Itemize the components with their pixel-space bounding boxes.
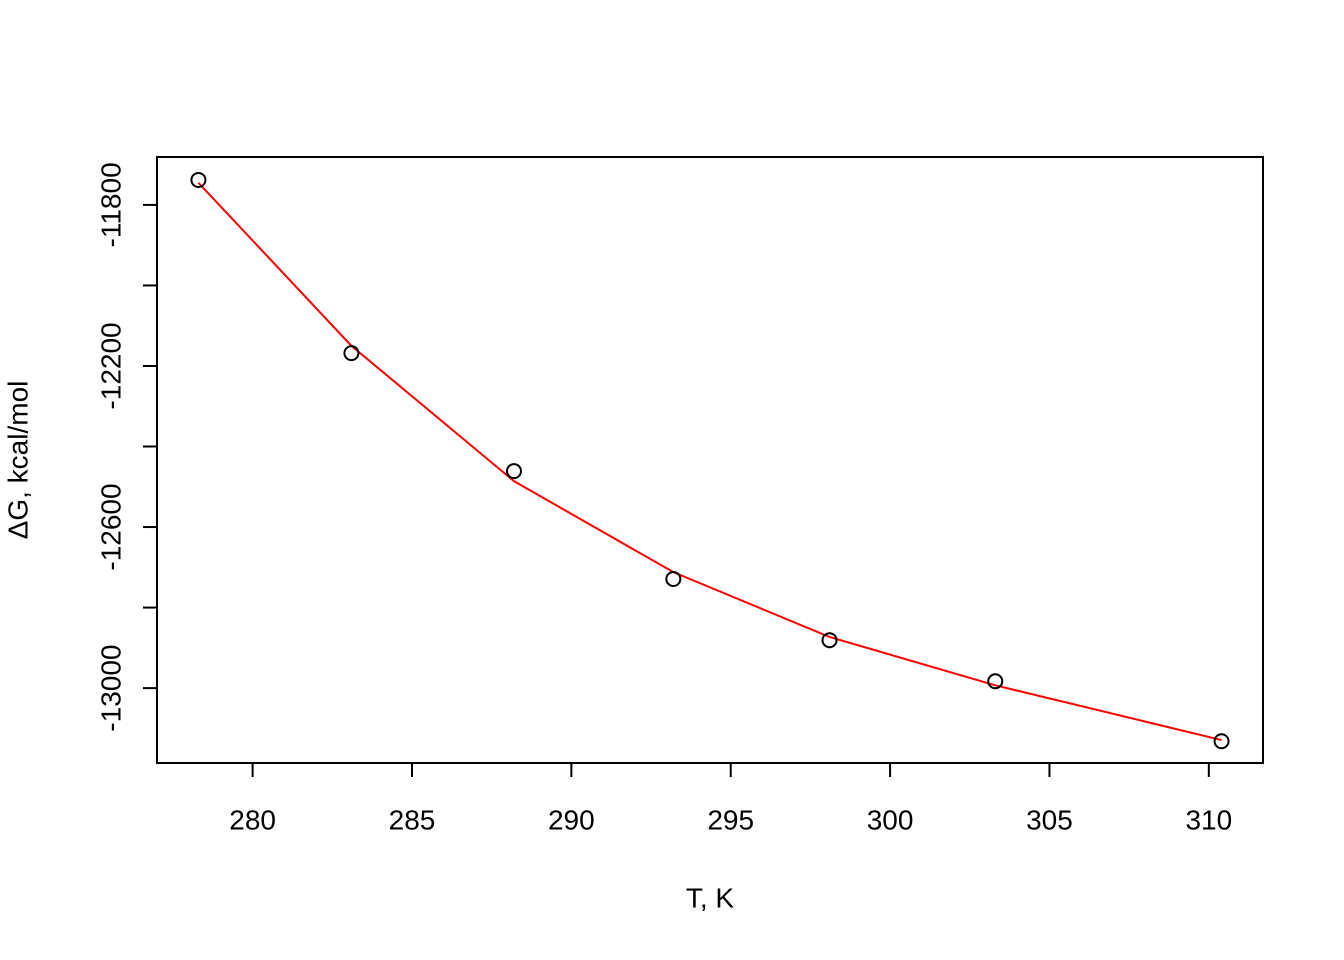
x-tick-label: 305 — [1026, 804, 1073, 835]
x-axis-label: T, K — [686, 882, 735, 913]
fit-line — [197, 182, 1222, 742]
x-tick-label: 310 — [1185, 804, 1232, 835]
y-axis-label: ΔG, kcal/mol — [2, 381, 33, 540]
plot-frame — [156, 156, 1264, 764]
point — [343, 345, 360, 362]
y-tick-label: -11800 — [95, 162, 126, 247]
x-tick-label: 280 — [229, 804, 276, 835]
point — [987, 673, 1004, 690]
point — [190, 171, 207, 188]
point — [1213, 733, 1230, 750]
point — [505, 463, 522, 480]
x-tick-label: 285 — [389, 804, 436, 835]
y-tick-label: -13000 — [95, 645, 126, 732]
x-tick-label: 300 — [867, 804, 914, 835]
x-tick-label: 290 — [548, 804, 595, 835]
point — [821, 632, 838, 649]
y-tick-label: -12200 — [95, 322, 126, 409]
y-tick-label: -12600 — [95, 483, 126, 570]
point — [665, 570, 682, 587]
x-tick-label: 295 — [707, 804, 754, 835]
